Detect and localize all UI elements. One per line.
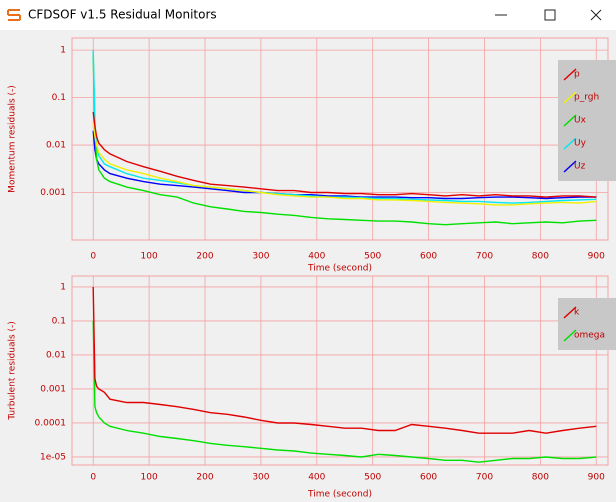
x-tick-label: 500 xyxy=(364,252,381,262)
close-button[interactable] xyxy=(590,9,602,21)
legend-swatch xyxy=(563,114,577,127)
y-tick-label: 0.01 xyxy=(46,141,66,151)
x-tick-label: 800 xyxy=(532,473,549,483)
legend-swatch xyxy=(563,160,577,173)
series-line xyxy=(92,111,597,198)
x-tick-label: 100 xyxy=(141,252,158,262)
window-title: CFDSOF v1.5 Residual Monitors xyxy=(28,8,217,22)
plot-area xyxy=(71,37,609,241)
x-tick-label: 600 xyxy=(420,252,437,262)
y-tick-label: 0.1 xyxy=(52,93,66,103)
x-axis-label: Time (second) xyxy=(307,264,372,274)
x-tick-label: 700 xyxy=(476,473,493,483)
series-line xyxy=(92,54,597,226)
x-tick-label: 900 xyxy=(588,252,605,262)
y-tick-label: 1e-05 xyxy=(40,452,66,462)
series-line xyxy=(92,320,597,463)
x-tick-label: 900 xyxy=(588,473,605,483)
legend-box xyxy=(558,60,616,181)
series-line xyxy=(92,122,597,206)
y-axis-label: Momentum residuals (-) xyxy=(8,85,18,193)
legend-swatch xyxy=(563,91,577,104)
series-line xyxy=(92,50,597,204)
x-tick-label: 0 xyxy=(90,473,96,483)
series-line xyxy=(92,286,597,434)
maximize-button[interactable] xyxy=(544,9,556,21)
y-tick-label: 1 xyxy=(60,46,66,56)
y-axis-label: Turbulent residuals (-) xyxy=(8,321,18,421)
legend-box xyxy=(558,298,616,350)
legend-label: p_rgh xyxy=(574,93,599,103)
x-tick-label: 100 xyxy=(141,473,158,483)
y-tick-label: 0.01 xyxy=(46,350,66,360)
plot-area xyxy=(71,275,609,466)
legend-label: Ux xyxy=(574,116,587,126)
legend-swatch xyxy=(563,137,577,150)
x-tick-label: 700 xyxy=(476,252,493,262)
y-tick-label: 0.0001 xyxy=(35,418,67,428)
y-tick-label: 1 xyxy=(60,282,66,292)
legend-label: omega xyxy=(574,331,605,341)
legend-label: Uz xyxy=(574,162,586,172)
y-tick-label: 0.1 xyxy=(52,316,66,326)
legend-label: k xyxy=(574,308,580,318)
series-line xyxy=(92,130,597,200)
x-tick-label: 200 xyxy=(196,252,213,262)
x-tick-label: 200 xyxy=(196,473,213,483)
x-tick-label: 400 xyxy=(308,473,325,483)
x-tick-label: 0 xyxy=(90,252,96,262)
legend-label: p xyxy=(574,70,580,80)
y-tick-label: 0.001 xyxy=(40,188,66,198)
y-tick-label: 0.001 xyxy=(40,384,66,394)
legend-swatch xyxy=(563,68,577,81)
x-axis-label: Time (second) xyxy=(307,490,372,500)
legend-swatch xyxy=(563,306,577,319)
x-tick-label: 600 xyxy=(420,473,437,483)
title-bar xyxy=(0,0,616,30)
legend-label: Uy xyxy=(574,139,587,149)
app-icon xyxy=(7,9,21,21)
x-tick-label: 400 xyxy=(308,252,325,262)
x-tick-label: 300 xyxy=(252,473,269,483)
x-tick-label: 500 xyxy=(364,473,381,483)
x-tick-label: 300 xyxy=(252,252,269,262)
legend-swatch xyxy=(563,329,577,342)
x-tick-label: 800 xyxy=(532,252,549,262)
